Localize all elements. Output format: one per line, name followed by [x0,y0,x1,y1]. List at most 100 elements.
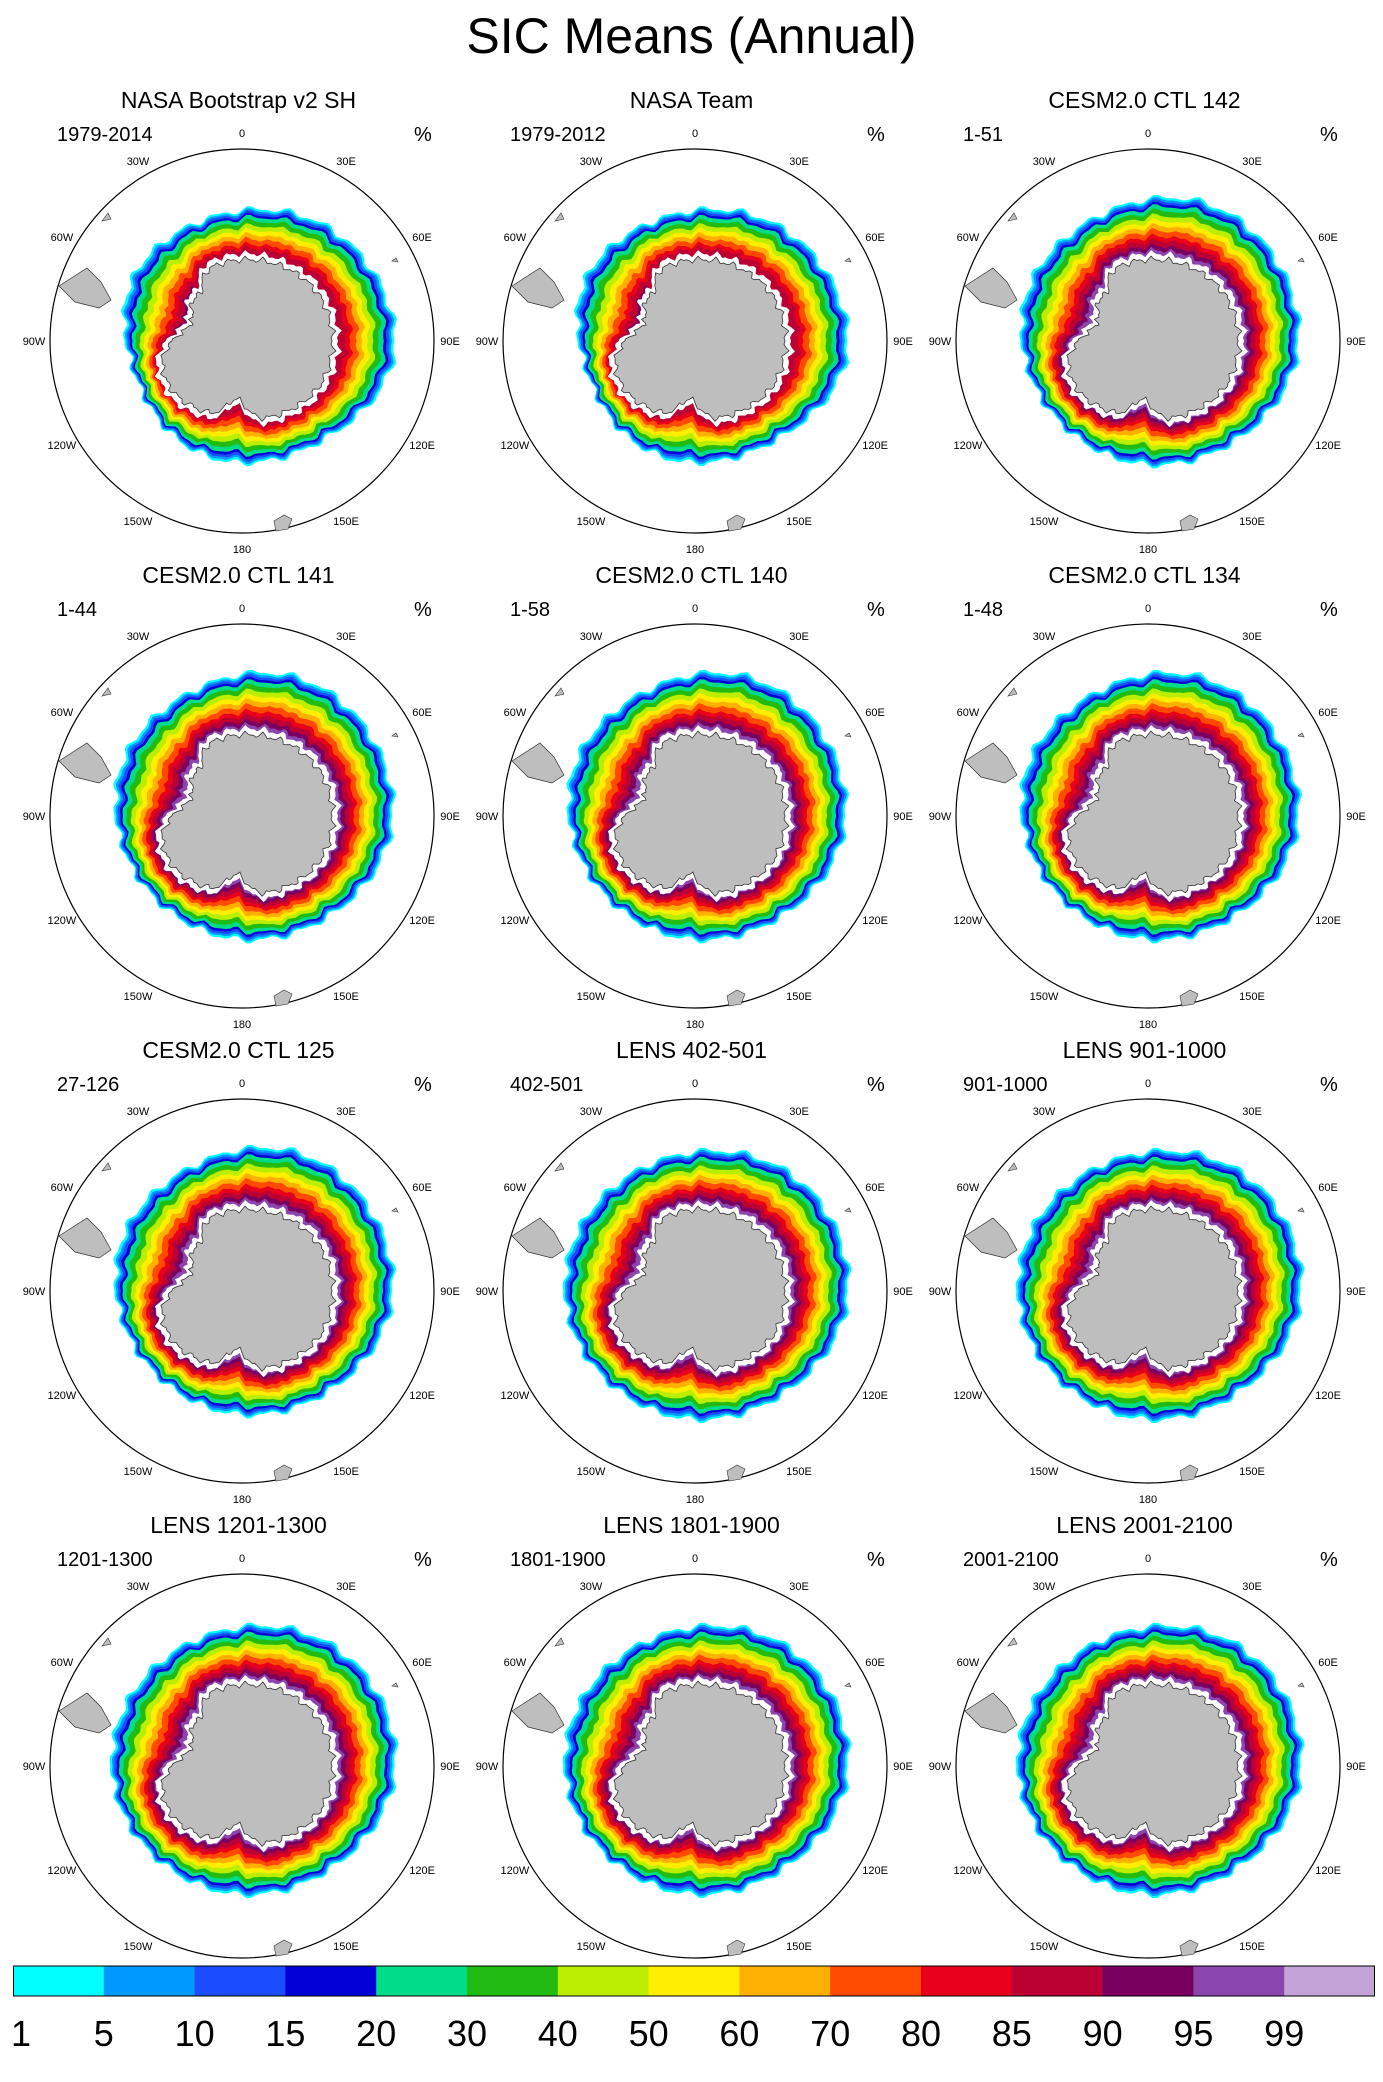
antarctica-land [612,730,790,897]
longitude-label: 90W [929,811,952,823]
south-america-land [964,1217,1018,1259]
longitude-label: 150E [333,1466,359,1478]
island-land [1297,1682,1305,1688]
longitude-label: 0 [1145,1078,1151,1090]
polar-map: 0 30E 60E 90E 120E 150E 180 150W 120W 90W 60W 30W [476,603,913,1031]
longitude-label: 120W [501,915,530,927]
longitude-label: 120W [501,1865,530,1877]
panel-title: LENS 2001-2100 [1056,1512,1233,1538]
longitude-label: 150W [124,1466,153,1478]
longitude-label: 90W [476,811,499,823]
antarctica-land [612,255,790,422]
map-panel: LENS 1201-1300 1201-1300% 0 30E 60E 90E 120E 15… [12,1511,465,1981]
island-land [844,732,852,738]
polar-map: 0 30E 60E 90E 120E 150E 180 150W 120W 90W 60W 30W [929,603,1366,1031]
longitude-label: 120E [862,1390,888,1402]
panel-title: LENS 1201-1300 [150,1512,327,1538]
colorbar-swatch [921,1966,1013,1996]
antarctica-land [159,255,337,422]
longitude-label: 150W [577,1941,606,1953]
longitude-label: 30E [336,1581,356,1593]
longitude-label: 150E [1239,516,1265,528]
longitude-label: 60E [1318,232,1338,244]
colorbar-swatch [830,1966,922,1996]
new-zealand-land [273,514,293,532]
colorbar-label: 20 [356,2013,396,2054]
colorbar-swatch [1284,1966,1375,1996]
longitude-label: 60E [865,707,885,719]
map-panels: NASA Bootstrap v2 SH 1979-2014% 0 30E 60E 90E… [12,86,1366,1981]
panel-title: CESM2.0 CTL 134 [1048,562,1241,588]
south-america-land [964,742,1018,784]
longitude-label: 120E [1315,915,1341,927]
longitude-label: 0 [1145,603,1151,615]
longitude-label: 60E [1318,707,1338,719]
longitude-label: 30E [789,156,809,168]
antarctica-land [612,1205,790,1372]
longitude-label: 150W [577,1466,606,1478]
colorbar-swatch [557,1966,649,1996]
longitude-label: 60W [51,1182,74,1194]
longitude-label: 90E [440,1286,460,1298]
colorbar-frame [13,1965,1375,1997]
island-land [844,1207,852,1213]
polar-map: 0 30E 60E 90E 120E 150E 180 150W 120W 90W 60W 30W [23,128,460,556]
longitude-label: 60W [957,1182,980,1194]
main-title: SIC Means (Annual) [466,8,917,64]
panel-units: % [867,1074,885,1096]
south-america-land [964,267,1018,309]
longitude-label: 180 [233,544,251,556]
new-zealand-land [1179,514,1199,532]
colorbar-swatch [194,1966,286,1996]
longitude-label: 30E [1242,631,1262,643]
map-panel: LENS 1801-1900 1801-1900% 0 30E 60E 90E 120E 15… [465,1511,918,1981]
map-panel: CESM2.0 CTL 141 1-44% 0 30E 60E 90E 120E 150E 18… [12,561,465,1031]
longitude-label: 150W [124,516,153,528]
colorbar-label: 90 [1083,2013,1123,2054]
longitude-label: 30E [1242,156,1262,168]
longitude-label: 120W [501,1390,530,1402]
longitude-label: 120W [501,440,530,452]
colorbar-label: 5 [94,2013,114,2054]
longitude-label: 60E [865,1657,885,1669]
panel-years: 901-1000 [963,1074,1048,1096]
new-zealand-land [273,989,293,1007]
longitude-label: 150W [1030,1466,1059,1478]
island-land [101,687,112,697]
panel-title: CESM2.0 CTL 141 [142,562,335,588]
longitude-label: 90W [23,336,46,348]
island-land [1297,257,1305,263]
longitude-label: 0 [1145,128,1151,140]
map-panel: NASA Bootstrap v2 SH 1979-2014% 0 30E 60E 90E… [12,86,465,556]
colorbar-label: 40 [538,2013,578,2054]
longitude-label: 0 [239,1553,245,1565]
longitude-label: 120W [48,1865,77,1877]
colorbar-swatch [376,1966,468,1996]
longitude-label: 30E [336,1106,356,1118]
island-land [1007,212,1018,222]
longitude-label: 30W [127,1106,150,1118]
island-land [554,1162,565,1172]
panel-years: 1979-2014 [57,124,153,146]
longitude-label: 180 [1139,1494,1157,1506]
longitude-label: 30W [1033,1106,1056,1118]
colorbar: 1 5 10 15 20 30 40 50 60 70 80 85 90 95 99 [13,1965,1375,2054]
panel-years: 1-44 [57,599,98,621]
map-panel: LENS 2001-2100 2001-2100% 0 30E 60E 90E 120E 15… [918,1511,1371,1981]
panel-years: 2001-2100 [963,1549,1059,1571]
longitude-label: 90E [440,1761,460,1773]
longitude-label: 120E [409,440,435,452]
panel-units: % [414,1074,432,1096]
longitude-label: 120E [409,1865,435,1877]
new-zealand-land [726,1939,746,1957]
map-panel: CESM2.0 CTL 125 27-126% 0 30E 60E 90E 120E 150E… [12,1036,465,1506]
longitude-label: 150E [1239,1466,1265,1478]
map-panel: CESM2.0 CTL 140 1-58% 0 30E 60E 90E 120E 150E 18… [465,561,918,1031]
panel-years: 402-501 [510,1074,584,1096]
longitude-label: 30W [1033,156,1056,168]
longitude-label: 180 [686,1494,704,1506]
longitude-label: 60E [412,1657,432,1669]
longitude-label: 90W [476,1761,499,1773]
longitude-label: 150E [786,991,812,1003]
island-land [101,212,112,222]
